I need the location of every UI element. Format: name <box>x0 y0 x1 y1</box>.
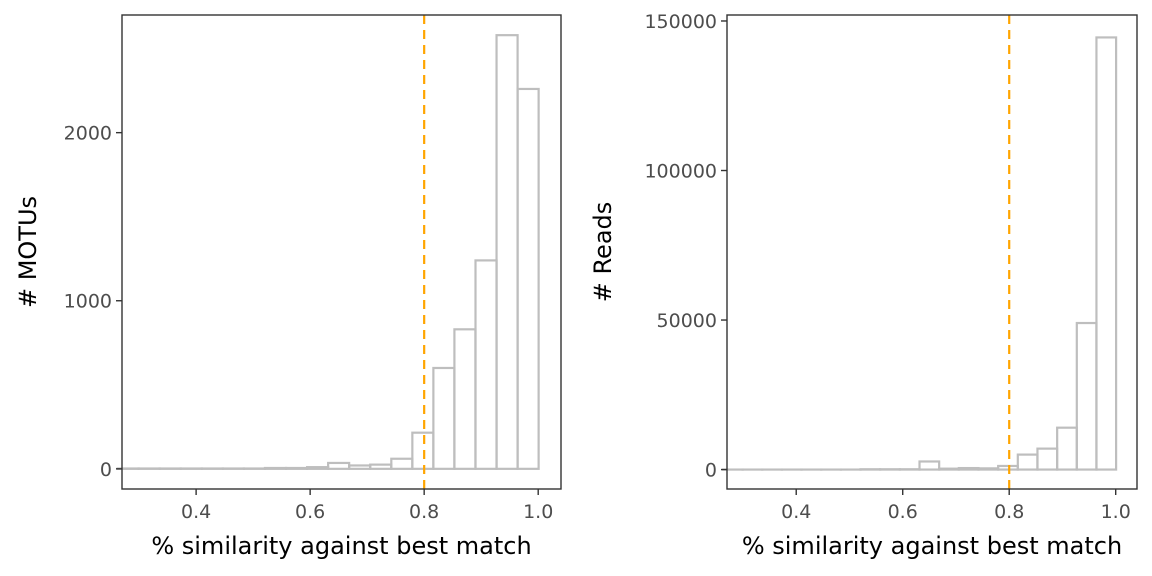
y-axis-title: # Reads <box>589 202 617 303</box>
histogram-bar <box>305 466 330 470</box>
histogram-bar <box>957 466 980 471</box>
histogram-bar <box>327 461 351 470</box>
histogram-bar <box>1095 36 1118 471</box>
histogram-panel-2: 0.4 0.6 0.8 1.0 0 50000 100000 150000 % similari… <box>589 11 1138 560</box>
histogram-bar <box>453 328 477 470</box>
histogram-bar <box>1016 453 1039 471</box>
histogram-bar <box>516 87 540 470</box>
x-tick-label: 1.0 <box>1101 501 1131 523</box>
histogram-bar <box>997 464 1019 471</box>
histogram-bar <box>284 466 309 470</box>
panel-border <box>726 14 1138 490</box>
x-tick-label: 0.6 <box>295 501 325 523</box>
histogram-bar <box>1056 426 1078 471</box>
histogram-bar <box>348 464 372 470</box>
histogram-bar <box>474 259 498 470</box>
x-tick-label: 0.8 <box>994 501 1024 523</box>
histogram-bar <box>918 460 941 471</box>
x-tick-label: 0.6 <box>888 501 918 523</box>
histogram-bar <box>369 463 393 470</box>
y-tick-label: 1000 <box>64 291 112 313</box>
histogram-bar <box>938 467 960 471</box>
histogram-panel-1: 0.4 0.6 0.8 1.0 0 1000 2000 % similarity agains… <box>14 14 562 560</box>
histogram-bar <box>390 457 414 470</box>
histogram-bar <box>432 366 456 470</box>
y-tick-label: 2000 <box>64 123 112 145</box>
y-tick-label: 0 <box>705 460 717 482</box>
histogram-bar <box>977 467 1000 471</box>
x-tick-label: 1.0 <box>523 501 553 523</box>
x-tick-label: 0.4 <box>181 501 211 523</box>
x-tick-label: 0.8 <box>409 501 439 523</box>
x-axis-title: % similarity against best match <box>151 532 531 560</box>
histogram-bar <box>1075 321 1098 471</box>
histogram-bar <box>411 431 435 470</box>
histogram-bar <box>495 34 519 470</box>
x-tick-label: 0.4 <box>781 501 811 523</box>
x-axis-title: % similarity against best match <box>742 532 1122 560</box>
y-tick-label: 100000 <box>644 161 717 183</box>
y-tick-label: 150000 <box>644 11 717 33</box>
y-axis-title: # MOTUs <box>14 196 42 308</box>
histogram-bar <box>1036 447 1059 471</box>
histogram-bar <box>263 466 288 470</box>
panel-border <box>121 14 562 490</box>
y-tick-label: 0 <box>100 459 112 481</box>
y-tick-label: 50000 <box>657 310 717 332</box>
